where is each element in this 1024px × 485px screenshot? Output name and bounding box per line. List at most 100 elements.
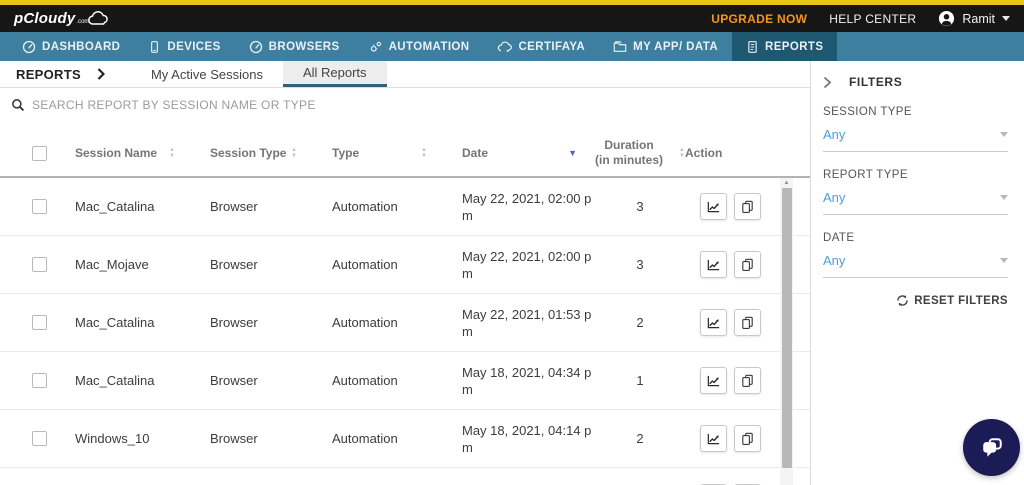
dropdown-caret-icon [1000, 258, 1008, 263]
breadcrumb: REPORTS [0, 61, 105, 87]
copy-icon [741, 200, 753, 213]
copy-icon [741, 432, 753, 445]
nav-item-automation[interactable]: AUTOMATION [354, 32, 484, 61]
tab-my-active-sessions[interactable]: My Active Sessions [150, 66, 263, 82]
search-bar [0, 88, 810, 122]
tab-all-reports[interactable]: All Reports [282, 61, 387, 87]
user-menu[interactable]: Ramit [938, 10, 1010, 27]
avatar-icon [939, 10, 955, 27]
cell-session-type: Browser [210, 257, 258, 272]
scrollbar-thumb[interactable] [781, 188, 792, 468]
column-header-session-type[interactable]: Session Type ▲ ▼ [210, 146, 297, 160]
view-report-button[interactable] [699, 367, 727, 394]
nav-item-devices[interactable]: DEVICES [134, 32, 234, 61]
cell-date: May 18, 2021, 04:14 p m [462, 422, 592, 455]
filter-select-session-type[interactable]: Any [823, 127, 1008, 152]
column-header-date[interactable]: Date ▼ [462, 146, 577, 160]
column-header-duration[interactable]: Duration (in minutes) ▲ ▼ [595, 138, 685, 167]
gears-icon [370, 41, 381, 52]
row-checkbox[interactable] [32, 373, 47, 388]
document-icon [748, 40, 757, 53]
cell-duration: 3 [636, 257, 644, 272]
cell-session-name: Windows_10 [75, 431, 150, 446]
filter-value: Any [823, 190, 846, 205]
cell-type: Automation [332, 257, 398, 272]
dropdown-caret-icon [1000, 195, 1008, 200]
table-row-partial [0, 468, 810, 485]
logo-text: pCloudy [14, 10, 76, 27]
view-report-button[interactable] [699, 309, 727, 336]
username: Ramit [962, 11, 995, 26]
copy-button[interactable] [733, 367, 761, 394]
filter-value: Any [823, 253, 846, 268]
cell-type: Automation [332, 373, 398, 388]
sort-icon: ▲ ▼ [169, 146, 175, 159]
table-row: Mac_Catalina Browser Automation May 18, … [0, 352, 810, 410]
chart-icon [707, 433, 719, 445]
tab-bar: REPORTS My Active Sessions All Reports [0, 61, 810, 88]
filter-label-session-type: SESSION TYPE [823, 106, 912, 118]
copy-icon [741, 316, 753, 329]
search-input[interactable] [32, 98, 810, 112]
cell-session-name: Mac_Mojave [75, 257, 149, 272]
sort-icon: ▲ ▼ [291, 146, 297, 159]
view-report-button[interactable] [699, 425, 727, 452]
filter-select-report-type[interactable]: Any [823, 190, 1008, 215]
view-report-button[interactable] [699, 251, 727, 278]
column-header-type[interactable]: Type ▲ ▼ [332, 146, 427, 160]
cell-session-name: Mac_Catalina [75, 373, 155, 388]
view-report-button[interactable] [699, 483, 727, 485]
filter-select-date[interactable]: Any [823, 253, 1008, 278]
filters-title: FILTERS [849, 75, 903, 89]
copy-icon [741, 374, 753, 387]
help-center-link[interactable]: HELP CENTER [829, 11, 917, 26]
column-header-action: Action [685, 146, 723, 160]
upgrade-now-link[interactable]: UPGRADE NOW [711, 11, 808, 26]
table-row: Mac_Mojave Browser Automation May 22, 20… [0, 236, 810, 294]
cell-session-type: Browser [210, 315, 258, 330]
reset-filters-button[interactable]: RESET FILTERS [823, 294, 1008, 307]
copy-button[interactable] [733, 425, 761, 452]
breadcrumb-reports[interactable]: REPORTS [16, 66, 81, 82]
select-all-checkbox[interactable] [32, 145, 47, 161]
reports-main-panel: REPORTS My Active Sessions All Reports S… [0, 61, 1020, 485]
sort-icon: ▲ ▼ [421, 146, 427, 159]
cell-session-type: Browser [210, 199, 258, 214]
nav-item-dashboard[interactable]: DASHBOARD [8, 32, 134, 61]
cell-type: Automation [332, 315, 398, 330]
table-row: Mac_Catalina Browser Automation May 22, … [0, 178, 810, 236]
row-checkbox[interactable] [32, 199, 47, 214]
filter-value: Any [823, 127, 846, 142]
cell-type: Automation [332, 431, 398, 446]
pcloudy-logo[interactable]: pCloudy .com [14, 10, 112, 27]
cell-duration: 2 [636, 431, 644, 446]
cell-date: May 22, 2021, 02:00 p m [462, 248, 592, 281]
table-row: Windows_10 Browser Automation May 18, 20… [0, 410, 810, 468]
filter-label-report-type: REPORT TYPE [823, 169, 908, 181]
cell-date: May 22, 2021, 02:00 p m [462, 190, 592, 223]
row-checkbox[interactable] [32, 431, 47, 446]
copy-icon [741, 258, 753, 271]
filters-collapse-toggle[interactable]: FILTERS [823, 75, 1008, 89]
nav-item-reports[interactable]: REPORTS [732, 32, 838, 61]
scrollbar-up-arrow-icon[interactable]: ▲ [783, 180, 790, 186]
main-nav: DASHBOARD DEVICES BROWSERS AUTOMATION CE… [0, 32, 1024, 61]
refresh-icon [897, 295, 908, 306]
row-checkbox[interactable] [32, 257, 47, 272]
nav-item-my-app-data[interactable]: MY APP/ DATA [599, 32, 732, 61]
nav-item-certifaya[interactable]: CERTIFAYA [483, 32, 599, 61]
cell-date: May 22, 2021, 01:53 p m [462, 306, 592, 339]
column-header-session-name[interactable]: Session Name ▲ ▼ [75, 146, 175, 160]
copy-button[interactable] [733, 309, 761, 336]
logo-suffix: .com [76, 19, 90, 25]
copy-button[interactable] [733, 251, 761, 278]
chat-widget-button[interactable] [963, 419, 1020, 476]
nav-item-browsers[interactable]: BROWSERS [235, 32, 354, 61]
view-report-button[interactable] [699, 193, 727, 220]
cell-session-name: Mac_Catalina [75, 315, 155, 330]
copy-button[interactable] [733, 483, 761, 485]
topbar: pCloudy .com UPGRADE NOW HELP CENTER Ram… [0, 5, 1024, 32]
copy-button[interactable] [733, 193, 761, 220]
row-checkbox[interactable] [32, 315, 47, 330]
table-scrollbar[interactable]: ▲ [780, 178, 793, 485]
